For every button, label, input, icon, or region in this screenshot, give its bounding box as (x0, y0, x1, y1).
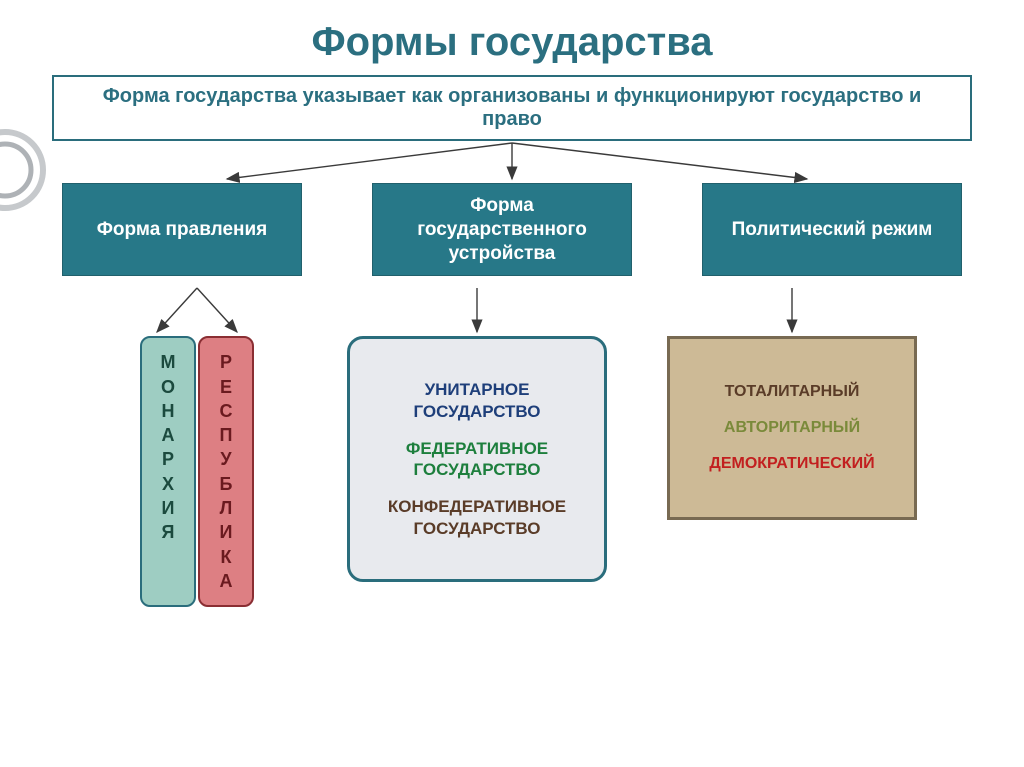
structure-types-box: УНИТАРНОЕ ГОСУДАРСТВО ФЕДЕРАТИВНОЕ ГОСУДА… (347, 336, 607, 582)
political-regime-box: Политический режим (702, 183, 962, 276)
structure-type-item: ФЕДЕРАТИВНОЕ ГОСУДАРСТВО (364, 438, 590, 481)
state-structure-box: Форма государственного устройства (372, 183, 632, 276)
top-branch-arrows (52, 141, 972, 183)
structure-type-item: КОНФЕДЕРАТИВНОЕ ГОСУДАРСТВО (364, 496, 590, 539)
vertical-letter: П (206, 423, 246, 447)
details-row: МОНАРХИЯ РЕСПУБЛИКА УНИТАРНОЕ ГОСУДАРСТВ… (0, 286, 1024, 607)
vertical-letter: Л (206, 496, 246, 520)
form-of-government-box: Форма правления (62, 183, 302, 276)
regime-types-box: ТОТАЛИТАРНЫЙ АВТОРИТАРНЫЙ ДЕМОКРАТИЧЕСКИЙ (667, 336, 917, 520)
vertical-letter: Р (148, 447, 188, 471)
government-branch-arrows (107, 286, 287, 336)
vertical-letter: Я (148, 520, 188, 544)
page-title: Формы государства (0, 0, 1024, 75)
vertical-letter: И (148, 496, 188, 520)
vertical-letter: Х (148, 472, 188, 496)
vertical-letter: О (148, 375, 188, 399)
vertical-letter: М (148, 350, 188, 374)
republic-box: РЕСПУБЛИКА (198, 336, 254, 607)
category-row: Форма правления Форма государственного у… (0, 183, 1024, 276)
vertical-letter: И (206, 520, 246, 544)
vertical-letter: А (148, 423, 188, 447)
vertical-letter: Р (206, 350, 246, 374)
definition-box: Форма государства указывает как организо… (52, 75, 972, 141)
regime-type-item: ДЕМОКРАТИЧЕСКИЙ (684, 455, 900, 473)
regime-type-item: ТОТАЛИТАРНЫЙ (684, 383, 900, 401)
regime-type-item: АВТОРИТАРНЫЙ (684, 419, 900, 437)
structure-arrow (447, 286, 507, 336)
vertical-letter: А (206, 569, 246, 593)
vertical-letter: К (206, 545, 246, 569)
government-column: МОНАРХИЯ РЕСПУБЛИКА (107, 286, 287, 607)
monarchy-box: МОНАРХИЯ (140, 336, 196, 607)
vertical-letter: У (206, 447, 246, 471)
regime-column: ТОТАЛИТАРНЫЙ АВТОРИТАРНЫЙ ДЕМОКРАТИЧЕСКИЙ (667, 286, 917, 607)
vertical-letter: Е (206, 375, 246, 399)
vertical-letter: Н (148, 399, 188, 423)
vertical-letter: С (206, 399, 246, 423)
vertical-letter: Б (206, 472, 246, 496)
regime-arrow (762, 286, 822, 336)
structure-type-item: УНИТАРНОЕ ГОСУДАРСТВО (364, 379, 590, 422)
structure-column: УНИТАРНОЕ ГОСУДАРСТВО ФЕДЕРАТИВНОЕ ГОСУДА… (347, 286, 607, 607)
